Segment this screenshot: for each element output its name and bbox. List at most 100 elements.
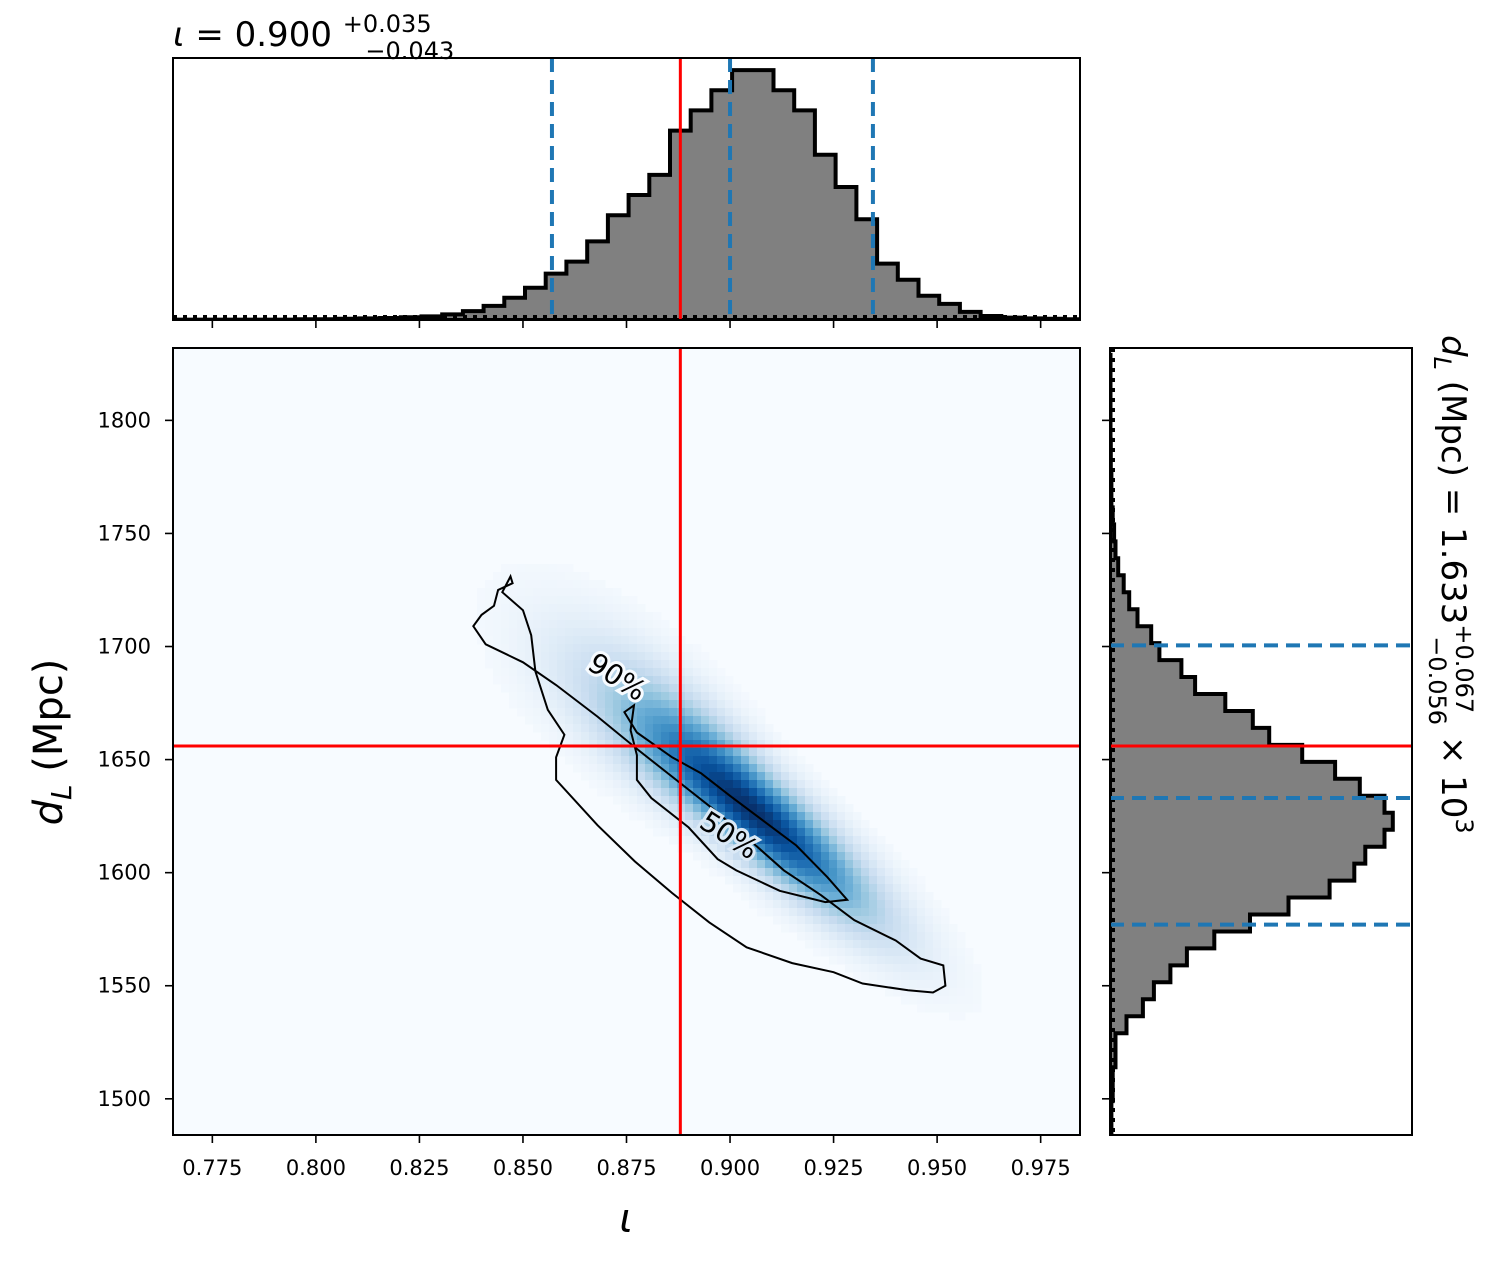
heatmap-cell: [597, 684, 606, 693]
heatmap-cell: [645, 716, 654, 725]
heatmap-cell: [557, 732, 566, 741]
heatmap-cell: [917, 932, 926, 941]
heatmap-cell: [757, 892, 766, 901]
heatmap-cell: [845, 828, 854, 837]
heatmap-cell: [717, 828, 726, 837]
heatmap-cell: [861, 956, 870, 965]
heatmap-cell: [749, 708, 758, 717]
heatmap-cell: [757, 852, 766, 861]
heatmap-cell: [933, 948, 942, 957]
heatmap-cell: [613, 700, 622, 709]
heatmap-cell: [757, 844, 766, 853]
heatmap-cell: [669, 668, 678, 677]
heatmap-cell: [501, 668, 510, 677]
heatmap-cell: [605, 596, 614, 605]
heatmap-cell: [525, 588, 534, 597]
heatmap-cell: [709, 820, 718, 829]
heatmap-cell: [877, 924, 886, 933]
heatmap-cell: [709, 660, 718, 669]
heatmap-cell: [709, 708, 718, 717]
heatmap-cell: [573, 676, 582, 685]
heatmap-cell: [725, 820, 734, 829]
heatmap-cell: [589, 764, 598, 773]
heatmap-cell: [573, 756, 582, 765]
heatmap-cell: [741, 876, 750, 885]
heatmap-cell: [861, 900, 870, 909]
heatmap-cell: [717, 724, 726, 733]
heatmap-cell: [941, 916, 950, 925]
heatmap-cell: [573, 588, 582, 597]
heatmap-cell: [757, 868, 766, 877]
heatmap-cell: [773, 756, 782, 765]
heatmap-cell: [893, 964, 902, 973]
heatmap-cell: [821, 812, 830, 821]
heatmap-cell: [813, 868, 822, 877]
heatmap-cell: [693, 724, 702, 733]
heatmap-cell: [589, 724, 598, 733]
heatmap-cell: [645, 692, 654, 701]
heatmap-cell: [629, 668, 638, 677]
heatmap-cell: [685, 716, 694, 725]
y-axis-ticks: 1500 1550 1600 1650 1700 1750 1800: [98, 408, 173, 1111]
heatmap-cell: [717, 820, 726, 829]
heatmap-cell: [589, 644, 598, 653]
heatmap-cell: [565, 652, 574, 661]
heatmap-cell: [613, 644, 622, 653]
heatmap-cell: [509, 612, 518, 621]
heatmap-cell: [541, 692, 550, 701]
heatmap-cell: [741, 860, 750, 869]
heatmap-cell: [765, 836, 774, 845]
heatmap-cell: [869, 876, 878, 885]
heatmap-cell: [901, 964, 910, 973]
heatmap-cell: [797, 764, 806, 773]
heatmap-cell: [709, 740, 718, 749]
heatmap-cell: [573, 708, 582, 717]
heatmap-cell: [493, 652, 502, 661]
heatmap-cell: [629, 732, 638, 741]
heatmap-cell: [925, 1004, 934, 1013]
heatmap-cell: [901, 916, 910, 925]
heatmap-cell: [821, 780, 830, 789]
heatmap-cell: [589, 604, 598, 613]
heatmap-cell: [829, 796, 838, 805]
heatmap-cell: [901, 900, 910, 909]
heatmap-cell: [733, 748, 742, 757]
heatmap-cell: [525, 636, 534, 645]
heatmap-cell: [837, 908, 846, 917]
heatmap-cell: [821, 900, 830, 909]
heatmap-cell: [765, 884, 774, 893]
heatmap-cell: [821, 844, 830, 853]
heatmap-cell: [773, 892, 782, 901]
heatmap-cell: [973, 1004, 982, 1013]
heatmap-cell: [613, 612, 622, 621]
heatmap-cell: [973, 996, 982, 1005]
heatmap-cell: [565, 596, 574, 605]
heatmap-cell: [765, 868, 774, 877]
heatmap-cell: [685, 732, 694, 741]
heatmap-cell: [757, 828, 766, 837]
heatmap-cell: [533, 700, 542, 709]
heatmap-cell: [573, 692, 582, 701]
iota-histogram: [173, 68, 1080, 320]
heatmap-cell: [589, 756, 598, 765]
heatmap-cell: [773, 788, 782, 797]
heatmap-cell: [741, 764, 750, 773]
heatmap-cell: [837, 884, 846, 893]
heatmap-cell: [517, 692, 526, 701]
iota-marker-lines: [549, 58, 875, 320]
heatmap-cell: [589, 780, 598, 789]
heatmap-cell: [605, 716, 614, 725]
heatmap-cell: [685, 796, 694, 805]
heatmap-cell: [957, 1012, 966, 1021]
heatmap-cell: [629, 748, 638, 757]
heatmap-cell: [685, 652, 694, 661]
heatmap-cell: [541, 588, 550, 597]
heatmap-cell: [661, 732, 670, 741]
heatmap-cell: [925, 916, 934, 925]
heatmap-cell: [653, 700, 662, 709]
heatmap-cell: [765, 740, 774, 749]
heatmap-cell: [813, 788, 822, 797]
heatmap-cell: [565, 668, 574, 677]
heatmap-cell: [485, 620, 494, 629]
heatmap-cell: [621, 732, 630, 741]
